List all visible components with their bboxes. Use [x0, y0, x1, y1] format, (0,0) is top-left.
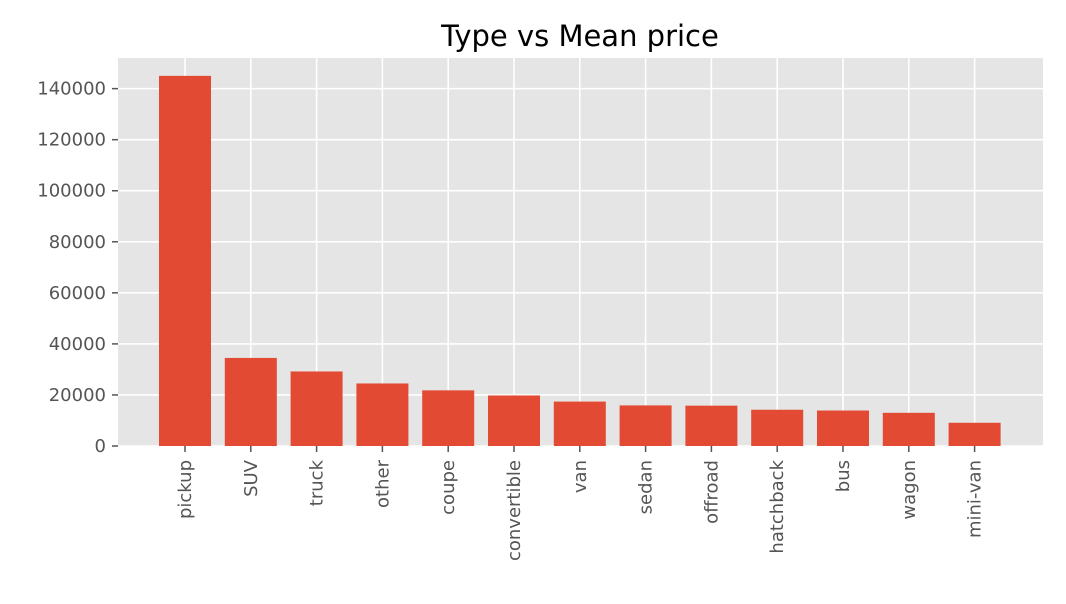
x-tick-label: convertible [504, 460, 525, 561]
x-tick-label: wagon [899, 460, 920, 520]
x-tick-label: SUV [241, 459, 262, 497]
x-tick-label: sedan [636, 460, 657, 514]
y-tick-label: 0 [95, 436, 106, 457]
bar-truck [290, 371, 343, 446]
bar-sedan [619, 405, 672, 446]
x-tick-label: hatchback [767, 459, 788, 553]
x-tick-label: mini-van [965, 460, 986, 538]
bar-wagon [882, 412, 935, 446]
x-tick-label: coupe [438, 460, 459, 515]
y-tick-label: 20000 [49, 385, 106, 406]
bar-mini-van [948, 422, 1001, 446]
x-tick-label: truck [307, 459, 328, 506]
bar-coupe [422, 390, 475, 446]
bar-pickup [159, 75, 211, 447]
x-tick-label: van [570, 460, 591, 493]
y-tick-label: 40000 [49, 334, 106, 355]
bar-bus [817, 410, 869, 446]
bar-van [553, 401, 606, 446]
bar-other [356, 383, 409, 446]
x-axis-ticks: pickup SUV truck other coupe convertible van se… [175, 446, 986, 561]
bars [159, 75, 1001, 447]
x-tick-label: offroad [701, 460, 722, 524]
x-tick-label: pickup [175, 460, 196, 519]
bar-offroad [685, 405, 738, 446]
y-axis-ticks: 0 20000 40000 60000 80000 100000 120000 140000 [37, 79, 118, 457]
y-tick-label: 120000 [37, 130, 106, 151]
y-tick-label: 140000 [37, 79, 106, 100]
bar-SUV [224, 357, 277, 446]
y-tick-label: 60000 [49, 283, 106, 304]
y-tick-label: 80000 [49, 232, 106, 253]
x-tick-label: other [372, 459, 393, 508]
chart-title: Type vs Mean price [440, 19, 719, 53]
bar-hatchback [751, 409, 804, 446]
x-tick-label: bus [833, 460, 854, 492]
bar-convertible [488, 395, 540, 446]
y-tick-label: 100000 [37, 181, 106, 202]
